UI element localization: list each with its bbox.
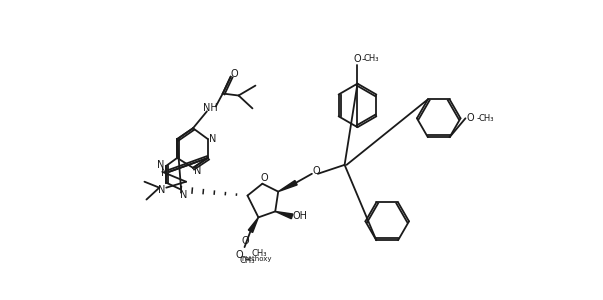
- Text: O: O: [312, 166, 320, 176]
- Polygon shape: [275, 212, 293, 219]
- Text: O: O: [236, 250, 244, 260]
- Text: N: N: [194, 166, 201, 176]
- Text: -: -: [476, 113, 480, 123]
- Text: O: O: [242, 236, 249, 246]
- Text: CH₃: CH₃: [240, 256, 255, 266]
- Text: N: N: [209, 134, 216, 144]
- Text: O: O: [231, 69, 238, 79]
- Text: methoxy: methoxy: [241, 256, 272, 262]
- Text: O: O: [354, 54, 361, 64]
- Text: N: N: [160, 168, 168, 178]
- Text: N: N: [157, 160, 164, 170]
- Text: -: -: [362, 54, 365, 64]
- Text: CH₃: CH₃: [364, 54, 379, 63]
- Text: O: O: [467, 113, 474, 123]
- Text: N: N: [180, 190, 188, 200]
- Text: NH: NH: [203, 103, 218, 113]
- Text: O: O: [260, 173, 268, 183]
- Polygon shape: [278, 181, 297, 192]
- Polygon shape: [248, 218, 259, 232]
- Text: CH₃: CH₃: [479, 114, 494, 123]
- Text: CH₃: CH₃: [251, 248, 267, 257]
- Text: OH: OH: [292, 212, 308, 221]
- Text: N: N: [157, 184, 165, 195]
